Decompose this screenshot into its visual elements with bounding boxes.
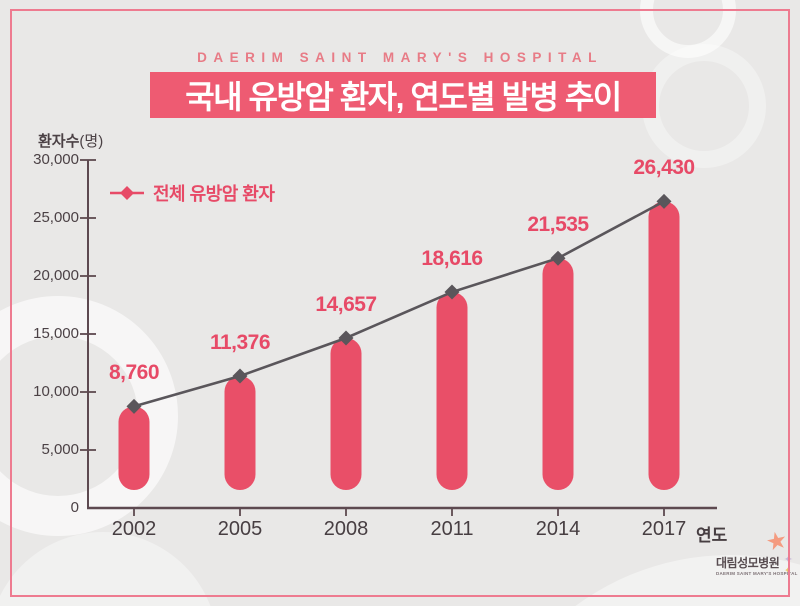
legend-label: 전체 유방암 환자 <box>153 184 275 204</box>
title-banner: 국내 유방암 환자, 연도별 발병 추이 <box>150 72 656 118</box>
bar-2005 <box>224 376 256 490</box>
bar-2014 <box>542 258 574 490</box>
trend-line <box>133 200 665 408</box>
y-tick-label: 0 <box>70 499 79 516</box>
x-tick-label: 2005 <box>217 518 263 540</box>
x-tick-label: 2011 <box>430 518 474 540</box>
data-point-marker <box>656 193 672 209</box>
x-tick-label: 2014 <box>535 518 581 540</box>
x-tick-label: 2017 <box>641 518 687 540</box>
legend-diamond-marker-icon <box>110 186 144 200</box>
sparkle-icon: ✦ <box>783 554 793 566</box>
value-label: 18,616 <box>421 247 483 271</box>
x-axis-title: 연도 <box>696 526 728 545</box>
bar-2002 <box>118 406 150 490</box>
hospital-logo: ★ ✦ ✦ 대림성모병원 DAERIM SAINT MARY'S HOSPITA… <box>712 526 797 586</box>
y-axis-title-main: 환자수 <box>38 133 80 150</box>
data-point-marker <box>126 398 142 414</box>
data-point-marker <box>444 284 460 300</box>
data-point-marker <box>338 330 354 346</box>
y-tick-label: 20,000 <box>33 267 79 284</box>
bar-2011 <box>436 292 468 490</box>
bar-2017 <box>648 201 680 491</box>
y-axis-title: 환자수(명) <box>38 130 103 151</box>
sparkle-icon-small: ✦ <box>784 566 791 575</box>
bar-2008 <box>330 337 362 490</box>
y-tick-label: 10,000 <box>33 383 79 400</box>
legend: 전체 유방암 환자 <box>110 180 275 206</box>
logo-hospital-name: 대림성모병원 <box>716 556 780 570</box>
y-tick-label: 5,000 <box>41 441 79 458</box>
y-tick-label: 15,000 <box>33 325 79 342</box>
data-point-marker <box>550 250 566 266</box>
logo-hospital-caption: DAERIM SAINT MARY'S HOSPITAL <box>716 571 798 576</box>
value-label: 14,657 <box>315 292 377 316</box>
data-point-marker <box>232 368 248 384</box>
value-label: 26,430 <box>633 156 695 180</box>
page-title: 국내 유방암 환자, 연도별 발병 추이 <box>185 79 622 115</box>
value-label: 8,760 <box>108 361 160 385</box>
x-tick-label: 2008 <box>323 518 369 540</box>
y-tick-label: 25,000 <box>33 209 79 226</box>
y-tick-label: 30,000 <box>33 151 79 168</box>
value-label: 11,376 <box>209 331 271 355</box>
value-label: 21,535 <box>527 213 589 237</box>
y-axis-title-unit: (명) <box>79 133 104 150</box>
hospital-header: DAERIM SAINT MARY'S HOSPITAL <box>197 50 603 65</box>
x-tick-label: 2002 <box>111 518 157 540</box>
